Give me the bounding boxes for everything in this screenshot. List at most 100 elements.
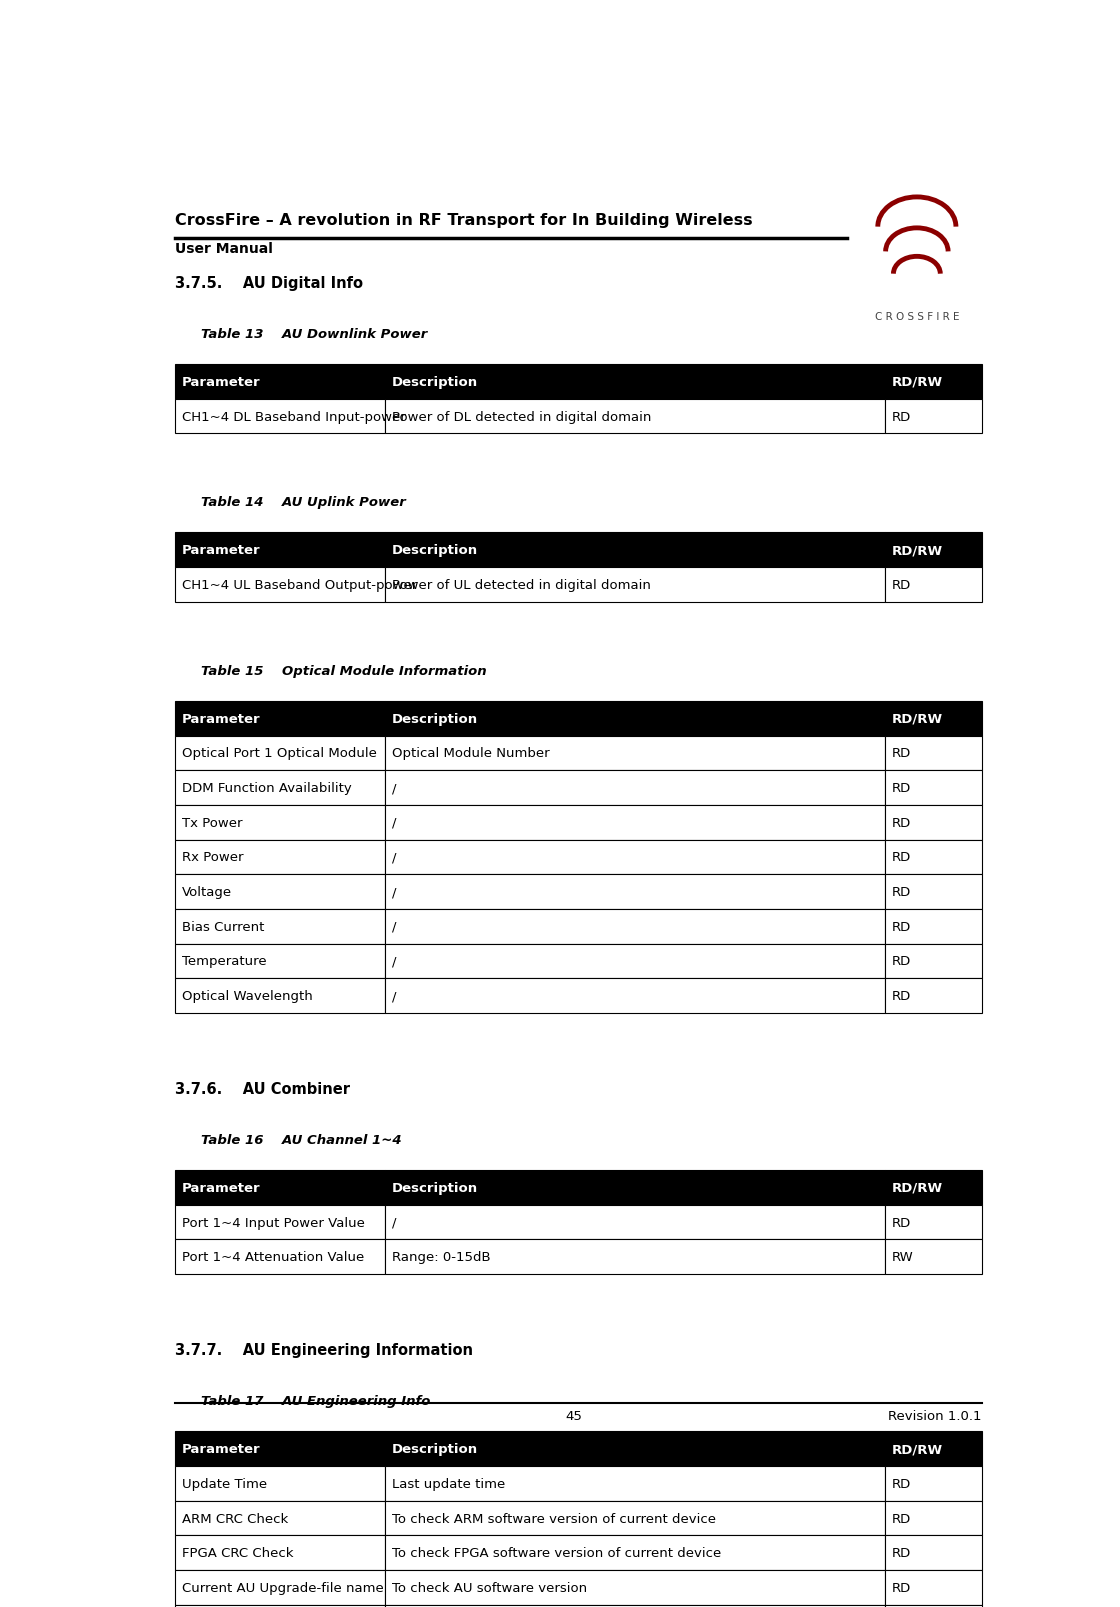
Bar [885,1466,982,1501]
Bar [175,1501,384,1535]
Text: /: / [392,781,396,794]
Bar [384,701,885,736]
Text: RD: RD [892,1546,912,1559]
Bar [384,1605,885,1607]
Text: RD/RW: RD/RW [892,712,943,725]
Text: C R O S S F I R E: C R O S S F I R E [875,312,959,321]
Text: CH1~4 DL Baseband Input-power: CH1~4 DL Baseband Input-power [181,410,405,423]
Text: To check AU software version: To check AU software version [392,1581,587,1594]
Text: Power of DL detected in digital domain: Power of DL detected in digital domain [392,410,651,423]
Bar [384,1570,885,1605]
Text: CH1~4 UL Baseband Output-power: CH1~4 UL Baseband Output-power [181,579,417,591]
Text: To check ARM software version of current device: To check ARM software version of current… [392,1512,716,1525]
Bar [175,1432,384,1466]
Text: CrossFire – A revolution in RF Transport for In Building Wireless: CrossFire – A revolution in RF Transport… [175,212,753,228]
Bar [885,400,982,434]
Bar [384,1170,885,1205]
Bar [175,1205,384,1239]
Bar [384,910,885,943]
Bar [885,1535,982,1570]
Bar [175,874,384,910]
Text: RD/RW: RD/RW [892,543,943,558]
Bar [175,910,384,943]
Bar [885,943,982,979]
Text: /: / [392,885,396,898]
Bar [384,874,885,910]
Bar [885,910,982,943]
Bar [384,1239,885,1274]
Bar [175,400,384,434]
Bar [384,943,885,979]
Text: RD: RD [892,410,912,423]
Bar [384,979,885,1014]
Text: Parameter: Parameter [181,376,260,389]
Text: Description: Description [392,1181,477,1194]
Text: Update Time: Update Time [181,1477,267,1490]
Text: RD: RD [892,990,912,1003]
Bar [175,805,384,840]
Bar [885,365,982,400]
Bar [885,534,982,567]
Text: RD: RD [892,781,912,794]
Text: Description: Description [392,712,477,725]
Bar [384,805,885,840]
Text: RW: RW [892,1250,914,1263]
Bar [384,1501,885,1535]
Text: Optical Wavelength: Optical Wavelength [181,990,312,1003]
Bar [885,979,982,1014]
Text: /: / [392,816,396,829]
Text: Range: 0-15dB: Range: 0-15dB [392,1250,491,1263]
Bar [885,736,982,771]
Bar [384,400,885,434]
Bar [384,1205,885,1239]
Text: RD: RD [892,579,912,591]
Text: Table 14    AU Uplink Power: Table 14 AU Uplink Power [200,497,405,509]
Bar [885,1432,982,1466]
Bar [175,1605,384,1607]
Bar [885,1239,982,1274]
Bar [175,567,384,603]
Text: 3.7.7.    AU Engineering Information: 3.7.7. AU Engineering Information [175,1342,473,1358]
Text: Optical Module Number: Optical Module Number [392,747,549,760]
Text: Parameter: Parameter [181,543,260,558]
Text: Parameter: Parameter [181,1181,260,1194]
Bar [175,1239,384,1274]
Text: /: / [392,1216,396,1229]
Text: RD/RW: RD/RW [892,1181,943,1194]
Text: Description: Description [392,1443,477,1456]
Text: RD: RD [892,955,912,967]
Bar [384,840,885,874]
Bar [885,1605,982,1607]
Text: RD: RD [892,1512,912,1525]
Bar [175,1170,384,1205]
Text: RD: RD [892,816,912,829]
Text: Current AU Upgrade-file name: Current AU Upgrade-file name [181,1581,383,1594]
Bar [175,840,384,874]
Text: To check FPGA software version of current device: To check FPGA software version of curren… [392,1546,721,1559]
Text: 3.7.5.    AU Digital Info: 3.7.5. AU Digital Info [175,276,363,291]
Bar [175,736,384,771]
Text: Description: Description [392,376,477,389]
Bar [384,1432,885,1466]
Text: Table 17    AU Engineering Info: Table 17 AU Engineering Info [200,1395,430,1408]
Bar [175,1466,384,1501]
Text: Optical Port 1 Optical Module: Optical Port 1 Optical Module [181,747,376,760]
Text: RD: RD [892,885,912,898]
Text: RD: RD [892,850,912,865]
Bar [175,1535,384,1570]
Text: Description: Description [392,543,477,558]
Text: RD: RD [892,1216,912,1229]
Text: RD: RD [892,1477,912,1490]
Text: 3.7.6.    AU Combiner: 3.7.6. AU Combiner [175,1082,349,1096]
Text: Port 1~4 Attenuation Value: Port 1~4 Attenuation Value [181,1250,364,1263]
Bar [885,1501,982,1535]
Bar [885,701,982,736]
Bar [175,771,384,805]
Bar [175,365,384,400]
Bar [384,365,885,400]
Text: /: / [392,921,396,934]
Text: /: / [392,850,396,865]
Text: RD/RW: RD/RW [892,1443,943,1456]
Bar [384,567,885,603]
Text: Table 16    AU Channel 1~4: Table 16 AU Channel 1~4 [200,1133,401,1146]
